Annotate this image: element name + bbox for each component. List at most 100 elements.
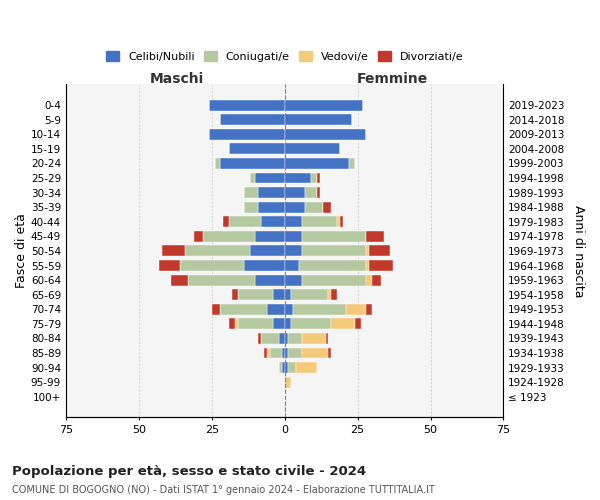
Bar xyxy=(367,231,384,242)
Text: COMUNE DI BOGOGNO (NO) - Dati ISTAT 1° gennaio 2024 - Elaborazione TUTTITALIA.IT: COMUNE DI BOGOGNO (NO) - Dati ISTAT 1° g… xyxy=(12,485,435,495)
Bar xyxy=(284,348,287,358)
Bar xyxy=(323,202,331,212)
Bar xyxy=(299,260,367,271)
Bar xyxy=(256,274,284,285)
Bar xyxy=(244,187,259,198)
Bar xyxy=(284,158,349,169)
Bar xyxy=(287,362,296,373)
Bar xyxy=(296,362,317,373)
Bar xyxy=(367,260,369,271)
Legend: Celibi/Nubili, Coniugati/e, Vedovi/e, Divorziati/e: Celibi/Nubili, Coniugati/e, Vedovi/e, Di… xyxy=(101,47,468,66)
Bar xyxy=(349,158,355,169)
Bar xyxy=(262,216,284,227)
Bar xyxy=(287,348,302,358)
Bar xyxy=(293,304,346,314)
Bar xyxy=(284,246,302,256)
Bar xyxy=(229,318,235,330)
Bar xyxy=(185,246,250,256)
Bar xyxy=(284,100,364,110)
Bar xyxy=(220,114,284,125)
Bar xyxy=(259,187,284,198)
Bar xyxy=(302,348,328,358)
Bar xyxy=(203,231,256,242)
Bar xyxy=(367,304,372,314)
Bar xyxy=(284,289,290,300)
Bar xyxy=(284,333,287,344)
Bar xyxy=(346,304,367,314)
Bar xyxy=(284,129,367,140)
Bar xyxy=(244,260,284,271)
Bar xyxy=(215,158,220,169)
Bar xyxy=(162,246,185,256)
Bar xyxy=(302,216,337,227)
Bar xyxy=(273,318,284,330)
Bar xyxy=(284,144,340,154)
Bar xyxy=(244,202,259,212)
Bar xyxy=(250,246,284,256)
Bar xyxy=(209,100,284,110)
Bar xyxy=(194,231,203,242)
Bar xyxy=(328,289,331,300)
Bar xyxy=(159,260,179,271)
Bar xyxy=(279,362,282,373)
Text: Femmine: Femmine xyxy=(357,72,428,86)
Bar xyxy=(256,231,284,242)
Bar xyxy=(340,216,343,227)
Bar xyxy=(305,187,317,198)
Bar xyxy=(279,333,284,344)
Bar xyxy=(264,348,267,358)
Bar xyxy=(284,274,302,285)
Bar xyxy=(229,216,262,227)
Bar xyxy=(284,260,299,271)
Bar xyxy=(229,144,284,154)
Bar xyxy=(302,246,367,256)
Text: Maschi: Maschi xyxy=(149,72,204,86)
Bar xyxy=(250,172,256,184)
Bar xyxy=(369,246,389,256)
Bar xyxy=(290,318,331,330)
Bar xyxy=(188,274,256,285)
Bar xyxy=(326,333,328,344)
Bar xyxy=(328,348,331,358)
Y-axis label: Fasce di età: Fasce di età xyxy=(15,214,28,288)
Bar xyxy=(317,187,320,198)
Bar xyxy=(311,172,317,184)
Bar xyxy=(331,318,355,330)
Bar xyxy=(212,304,220,314)
Bar xyxy=(232,289,238,300)
Bar xyxy=(273,289,284,300)
Bar xyxy=(270,348,282,358)
Bar xyxy=(355,318,361,330)
Bar xyxy=(367,274,372,285)
Bar xyxy=(372,274,381,285)
Bar xyxy=(331,289,337,300)
Bar xyxy=(220,304,267,314)
Bar xyxy=(284,376,290,388)
Bar xyxy=(284,304,293,314)
Bar xyxy=(284,187,305,198)
Bar xyxy=(302,231,367,242)
Bar xyxy=(305,202,323,212)
Bar xyxy=(267,304,284,314)
Bar xyxy=(238,289,273,300)
Bar xyxy=(284,318,290,330)
Bar xyxy=(267,348,270,358)
Bar xyxy=(235,318,238,330)
Bar xyxy=(367,246,369,256)
Bar xyxy=(284,216,302,227)
Bar xyxy=(220,158,284,169)
Bar xyxy=(284,362,287,373)
Bar xyxy=(171,274,188,285)
Bar xyxy=(238,318,273,330)
Bar xyxy=(284,172,311,184)
Bar xyxy=(209,129,284,140)
Bar xyxy=(317,172,320,184)
Bar xyxy=(282,362,284,373)
Bar xyxy=(290,289,328,300)
Bar xyxy=(259,202,284,212)
Bar xyxy=(262,333,279,344)
Text: Popolazione per età, sesso e stato civile - 2024: Popolazione per età, sesso e stato civil… xyxy=(12,465,366,478)
Bar xyxy=(259,333,262,344)
Bar xyxy=(282,348,284,358)
Y-axis label: Anni di nascita: Anni di nascita xyxy=(572,204,585,297)
